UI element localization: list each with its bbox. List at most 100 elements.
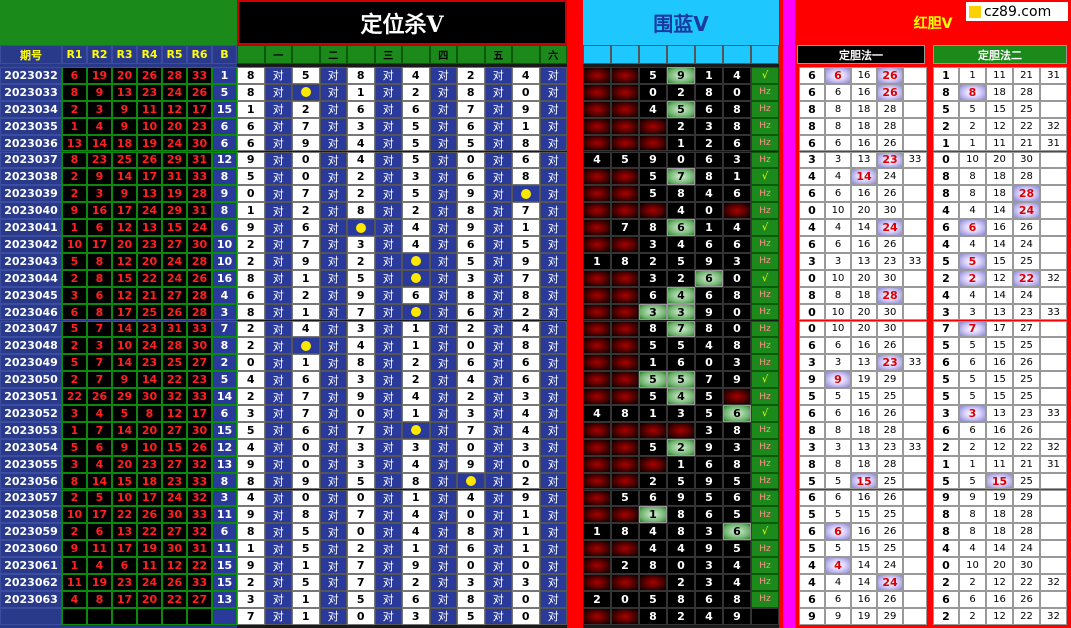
blue-empty-cell	[611, 337, 639, 355]
kill-dui-cell: 对	[484, 168, 512, 186]
kill-digit-cell: 0	[457, 438, 485, 456]
kill-dui-cell: 对	[539, 523, 567, 541]
method2-cell: 6	[933, 219, 959, 236]
red-ball-cell: 11	[62, 574, 87, 591]
red-ball-cell: 27	[187, 354, 212, 372]
kill-dui-cell: 对	[539, 134, 567, 152]
kill-dui-cell: 对	[319, 438, 347, 456]
kill-digit-cell: 5	[347, 472, 375, 490]
method1-cell: 33	[903, 252, 927, 270]
blue-empty-cell	[611, 168, 639, 186]
blue-digit-cell: 3	[695, 421, 723, 439]
kill-dui-cell: 对	[264, 388, 292, 405]
method2-cell: 1	[959, 67, 986, 84]
red-ball-cell: 24	[162, 134, 187, 152]
red-ball-cell: 11	[87, 540, 112, 558]
kill-digit-cell: 3	[402, 168, 430, 186]
yellow-dot-icon	[410, 307, 421, 318]
blue-digit-cell: 1	[583, 523, 611, 541]
kill-dui-cell: 对	[319, 168, 347, 186]
kill-digit-cell: 7	[292, 185, 320, 203]
method2-empty-cell	[1040, 371, 1067, 389]
kill-dui-cell: 对	[319, 185, 347, 203]
kill-digit-cell: 2	[457, 67, 485, 84]
kill-digit-cell: 7	[457, 421, 485, 439]
method2-cell: 8	[959, 523, 986, 541]
kill-dui-cell: 对	[484, 607, 512, 625]
method1-cell: 3	[799, 354, 825, 372]
kill-dui-cell: 对	[484, 151, 512, 169]
red-ball-cell: 25	[162, 354, 187, 372]
kill-dui-cell: 对	[319, 590, 347, 608]
red-ball-cell: 23	[137, 83, 162, 101]
blue-digit-cell: 3	[667, 405, 695, 422]
kill-digit-cell: 3	[347, 455, 375, 473]
method1-empty-cell	[903, 455, 927, 473]
blue-empty-cell	[611, 472, 639, 490]
red-ball-cell: 6	[62, 303, 87, 321]
red-ball-cell: 26	[187, 269, 212, 287]
kill-digit-cell: 5	[457, 607, 485, 625]
kill-dui-cell: 对	[484, 388, 512, 405]
method2-cell: 25	[1013, 371, 1040, 389]
kill-digit-cell: 5	[292, 67, 320, 84]
method1-hit-cell: 23	[877, 151, 903, 169]
yellow-dot-icon	[300, 340, 311, 351]
method1-cell: 10	[825, 269, 851, 287]
miss-mark: Hz	[751, 489, 779, 507]
red-ball-cell: 1	[62, 557, 87, 574]
kill-digit-cell: 6	[457, 236, 485, 253]
kill-digit-cell: 4	[457, 371, 485, 389]
method2-cell: 16	[986, 354, 1013, 372]
kill-dui-cell: 对	[374, 405, 402, 422]
red-ball-cell: 4	[62, 590, 87, 608]
red-ball-cell: 12	[162, 557, 187, 574]
kill-dui-cell: 对	[319, 269, 347, 287]
red-ball-cell: 31	[162, 168, 187, 186]
miss-mark: Hz	[751, 286, 779, 304]
kill-digit-cell: 5	[347, 590, 375, 608]
red-ball-cell: 15	[112, 269, 137, 287]
kill-digit-cell: 0	[292, 438, 320, 456]
method1-cell: 5	[825, 540, 851, 558]
method2-cell: 3	[933, 303, 959, 321]
blue-ball-cell: 13	[212, 590, 237, 608]
method2-empty-cell	[1040, 489, 1067, 507]
blue-empty-cell	[583, 388, 611, 405]
method2-cell: 22	[1013, 574, 1040, 591]
red-ball-cell: 10	[112, 337, 137, 355]
red-ball-cell: 12	[162, 405, 187, 422]
kill-digit-cell: 3	[347, 371, 375, 389]
method1-cell: 8	[799, 117, 825, 135]
red-ball-cell: 3	[62, 286, 87, 304]
blue-digit-cell: 3	[695, 523, 723, 541]
kill-digit-cell: 3	[457, 269, 485, 287]
period-cell: 2023032	[0, 67, 62, 84]
position-header-spacer	[402, 45, 430, 64]
blue-digit-cell: 6	[639, 286, 667, 304]
kill-digit-cell: 8	[237, 303, 265, 321]
col-header-b: B	[212, 45, 237, 64]
blue-ball-cell: 6	[212, 405, 237, 422]
method2-cell: 4	[959, 202, 986, 220]
red-ball-cell: 20	[137, 252, 162, 270]
kill-digit-cell: 1	[237, 540, 265, 558]
blue-empty-cell	[639, 202, 667, 220]
col-header-r3: R3	[112, 45, 137, 64]
kill-digit-cell: 6	[237, 134, 265, 152]
miss-mark: Hz	[751, 506, 779, 524]
kill-dui-cell: 对	[429, 269, 457, 287]
kill-dui-cell: 对	[264, 252, 292, 270]
kill-dui-cell: 对	[374, 83, 402, 101]
red-ball-cell: 12	[112, 252, 137, 270]
method1-cell: 18	[851, 455, 877, 473]
kill-digit-cell: 0	[512, 557, 540, 574]
method2-cell: 1	[959, 455, 986, 473]
kill-digit-cell: 8	[512, 286, 540, 304]
miss-mark: Hz	[751, 134, 779, 152]
red-ball-cell: 22	[137, 523, 162, 541]
kill-dot-cell	[402, 303, 430, 321]
method1-header: 定胆法一	[797, 45, 925, 64]
method2-empty-cell	[1040, 286, 1067, 304]
red-ball-cell: 8	[62, 472, 87, 490]
